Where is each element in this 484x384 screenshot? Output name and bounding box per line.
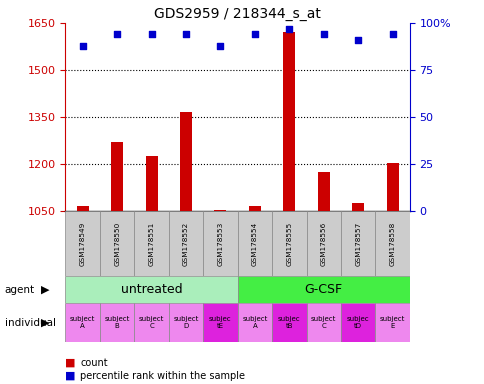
Text: ■: ■	[65, 358, 76, 368]
Bar	[203, 211, 237, 276]
Text: subjec
tD: subjec tD	[346, 316, 369, 329]
Text: subject
E: subject E	[379, 316, 405, 329]
Text: subject
B: subject B	[104, 316, 130, 329]
Bar	[272, 303, 306, 342]
Text: subject
C: subject C	[138, 316, 164, 329]
Bar	[237, 276, 409, 303]
Bar	[134, 303, 168, 342]
Text: GSM178554: GSM178554	[251, 222, 257, 266]
Text: subject
A: subject A	[70, 316, 95, 329]
Text: ▶: ▶	[41, 318, 50, 328]
Text: count: count	[80, 358, 107, 368]
Text: subject
C: subject C	[310, 316, 336, 329]
Bar	[100, 211, 134, 276]
Point	[182, 31, 189, 37]
Bar	[351, 204, 363, 211]
Bar	[317, 172, 329, 211]
Bar	[306, 303, 340, 342]
Point	[353, 37, 361, 43]
Text: GSM178557: GSM178557	[354, 222, 361, 266]
Bar	[237, 303, 272, 342]
Bar	[248, 207, 260, 211]
Bar	[65, 211, 100, 276]
Bar	[340, 211, 375, 276]
Bar	[306, 211, 340, 276]
Point	[78, 43, 86, 49]
Text: GSM178553: GSM178553	[217, 222, 223, 266]
Text: GSM178556: GSM178556	[320, 222, 326, 266]
Point	[147, 31, 155, 37]
Point	[285, 26, 292, 32]
Text: percentile rank within the sample: percentile rank within the sample	[80, 371, 244, 381]
Text: GSM178552: GSM178552	[182, 222, 189, 266]
Point	[113, 31, 121, 37]
Bar	[386, 162, 398, 211]
Text: GSM178549: GSM178549	[79, 222, 86, 266]
Bar	[111, 142, 123, 211]
Bar	[272, 211, 306, 276]
Text: subject
A: subject A	[242, 316, 267, 329]
Bar	[375, 303, 409, 342]
Text: G-CSF: G-CSF	[304, 283, 342, 296]
Bar	[375, 211, 409, 276]
Bar	[237, 211, 272, 276]
Bar	[65, 303, 100, 342]
Text: untreated: untreated	[121, 283, 182, 296]
Bar	[100, 303, 134, 342]
Text: GSM178555: GSM178555	[286, 222, 292, 266]
Point	[388, 31, 395, 37]
Bar	[168, 303, 203, 342]
Bar	[180, 113, 192, 211]
Bar	[203, 303, 237, 342]
Point	[216, 43, 224, 49]
Text: GSM178551: GSM178551	[148, 222, 154, 266]
Bar	[283, 33, 295, 211]
Bar	[76, 207, 89, 211]
Bar	[145, 156, 157, 211]
Text: GSM178550: GSM178550	[114, 222, 120, 266]
Text: subject
D: subject D	[173, 316, 198, 329]
Bar	[134, 211, 168, 276]
Text: subjec
tB: subjec tB	[277, 316, 300, 329]
Bar	[168, 211, 203, 276]
Point	[250, 31, 258, 37]
Bar	[65, 276, 237, 303]
Text: individual: individual	[5, 318, 56, 328]
Text: subjec
tE: subjec tE	[209, 316, 231, 329]
Text: ▶: ▶	[41, 285, 50, 295]
Text: ■: ■	[65, 371, 76, 381]
Bar	[214, 210, 226, 211]
Title: GDS2959 / 218344_s_at: GDS2959 / 218344_s_at	[154, 7, 320, 21]
Bar	[340, 303, 375, 342]
Point	[319, 31, 327, 37]
Text: agent: agent	[5, 285, 35, 295]
Text: GSM178558: GSM178558	[389, 222, 395, 266]
